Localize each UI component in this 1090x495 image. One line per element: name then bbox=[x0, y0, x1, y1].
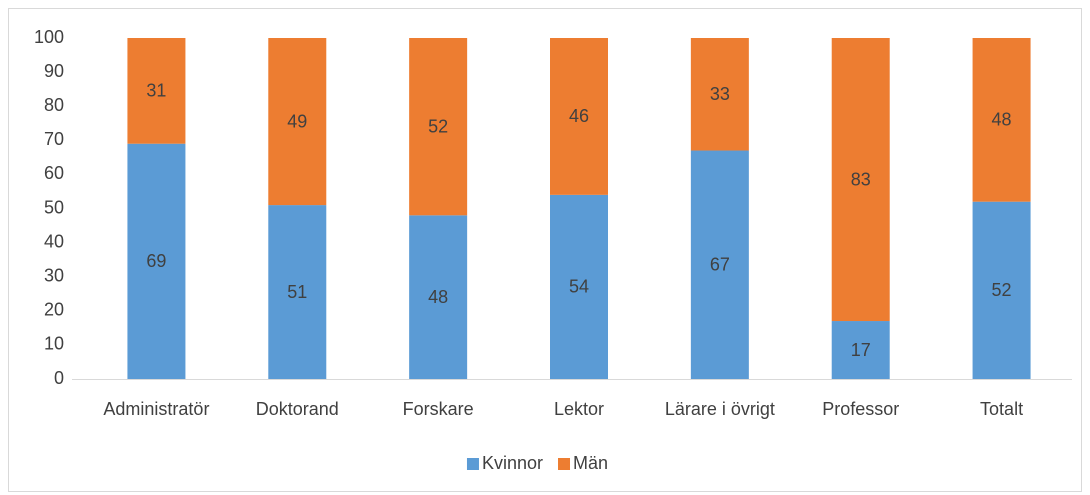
y-tick-label: 90 bbox=[44, 61, 64, 81]
bar-segment bbox=[127, 143, 186, 379]
bar-segment bbox=[972, 38, 1031, 202]
legend-swatch bbox=[466, 458, 479, 470]
x-tick-label: Lärare i övrigt bbox=[665, 399, 775, 419]
y-tick-label: 0 bbox=[54, 368, 64, 388]
y-tick-label: 100 bbox=[34, 27, 64, 47]
bar-segment bbox=[409, 38, 468, 216]
y-tick-label: 70 bbox=[44, 129, 64, 149]
bar-segment bbox=[409, 215, 468, 379]
legend-swatch bbox=[558, 458, 571, 470]
data-label: 83 bbox=[851, 169, 871, 189]
y-tick-label: 60 bbox=[44, 163, 64, 183]
bar-segment bbox=[690, 38, 749, 151]
y-tick-label: 40 bbox=[44, 231, 64, 251]
data-label: 52 bbox=[428, 116, 448, 136]
x-tick-label: Administratör bbox=[103, 399, 209, 419]
data-label: 51 bbox=[287, 282, 307, 302]
data-label: 49 bbox=[287, 111, 307, 131]
data-label: 46 bbox=[569, 106, 589, 126]
bar-segment bbox=[268, 205, 327, 379]
data-label: 52 bbox=[992, 280, 1012, 300]
bar-segment bbox=[831, 38, 890, 322]
bar-segment bbox=[972, 201, 1031, 379]
y-tick-label: 30 bbox=[44, 265, 64, 285]
bar-segment bbox=[831, 321, 890, 379]
data-label: 17 bbox=[851, 340, 871, 360]
x-tick-label: Doktorand bbox=[256, 399, 339, 419]
bar-segment bbox=[550, 194, 608, 379]
bar-segment bbox=[690, 150, 749, 379]
bar-segment bbox=[268, 38, 327, 206]
bar-segment bbox=[127, 38, 186, 144]
legend-label: Kvinnor bbox=[482, 453, 543, 473]
data-label: 67 bbox=[710, 255, 730, 275]
y-tick-label: 20 bbox=[44, 300, 64, 320]
data-label: 48 bbox=[992, 110, 1012, 130]
x-tick-label: Forskare bbox=[403, 399, 474, 419]
x-tick-label: Professor bbox=[822, 399, 899, 419]
chart-border bbox=[8, 8, 1082, 492]
y-tick-label: 80 bbox=[44, 95, 64, 115]
y-tick-label: 10 bbox=[44, 334, 64, 354]
x-tick-label: Lektor bbox=[554, 399, 604, 419]
data-label: 54 bbox=[569, 277, 589, 297]
x-tick-label: Totalt bbox=[980, 399, 1023, 419]
data-label: 33 bbox=[710, 84, 730, 104]
data-label: 48 bbox=[428, 287, 448, 307]
legend-label: Män bbox=[573, 453, 608, 473]
bar-segment bbox=[550, 38, 608, 195]
data-label: 31 bbox=[146, 81, 166, 101]
y-tick-label: 50 bbox=[44, 197, 64, 217]
data-label: 69 bbox=[146, 251, 166, 271]
